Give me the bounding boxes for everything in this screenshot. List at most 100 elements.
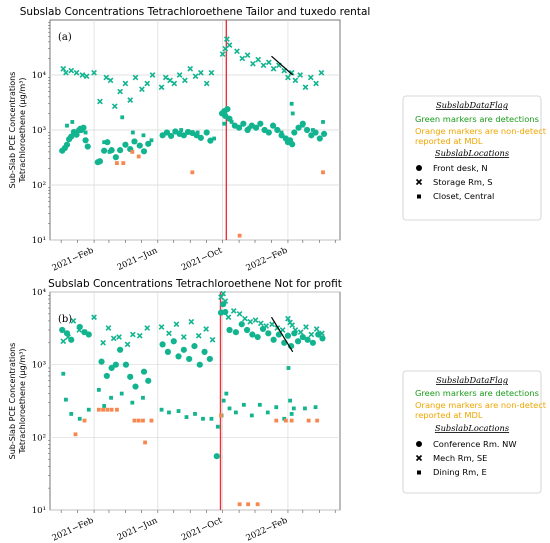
data-point [270,336,277,343]
data-point [59,326,66,334]
data-point [265,410,270,415]
data-point [179,128,184,132]
data-point [229,120,234,124]
data-point [145,140,152,147]
chart-a-panel-label: (a) [58,32,72,43]
data-point [141,133,146,138]
data-point [132,418,137,423]
data-point [279,130,284,135]
data-point [84,143,91,150]
data-point [224,391,229,396]
data-point [213,453,220,460]
legend-b-x-marker [415,454,423,462]
legend-a-detections: Green markers are detections [415,114,539,124]
data-point [140,148,148,155]
data-point [255,502,260,507]
chart-b-x-ticks: 2021−Feb 2021−Jun 2021−Oct 2022−Feb [51,510,336,543]
data-point [149,138,154,143]
data-point [136,332,143,339]
data-point [263,323,270,329]
data-point [249,413,254,418]
data-point [300,123,305,128]
data-point [227,406,232,411]
data-point [122,80,129,87]
data-point [285,315,291,322]
data-point [283,418,288,423]
data-point [116,334,122,340]
data-point [117,147,124,154]
data-point [122,361,130,368]
data-point [297,72,304,78]
data-point [136,154,141,159]
x-tick-label: 2021−Feb [51,245,96,273]
data-point [265,330,272,337]
data-point [289,412,294,416]
data-point [188,318,195,325]
data-point [61,371,66,376]
data-point [195,130,200,135]
data-point [257,120,264,127]
chart-a-ylabel-2: Tetrachloroethene (µg/m³) [18,77,27,183]
data-point [96,158,104,165]
chart-a-grid [50,20,340,241]
data-point [184,415,189,419]
legend-b-nondetect-2: reported at MDL [415,410,483,420]
data-point [319,335,326,342]
data-point [132,74,139,81]
data-point [206,355,213,363]
data-point [274,418,279,423]
data-point [91,314,97,321]
data-point [289,101,294,106]
data-point [235,124,243,131]
x-tick-label: 2022−Feb [245,245,290,273]
data-point [195,332,202,339]
legend-a-x-marker [415,178,423,186]
data-point [303,324,309,330]
data-point [274,126,281,134]
chart-b-ylabel-2: Tetrachloroethene (µg/m³) [18,348,27,454]
data-point [209,336,216,343]
data-point [297,329,304,336]
data-point [286,366,291,370]
data-point [288,398,292,403]
chart-b-panel-label: (b) [58,314,72,325]
data-point [65,123,69,128]
data-point [115,407,119,412]
trend-line [270,316,294,353]
chart-a-trend [271,55,294,76]
data-point [115,161,119,166]
data-point [289,418,294,423]
data-point [238,321,245,328]
data-point [242,315,248,322]
legend-a: SubslabDataFlag Green markers are detect… [402,95,547,221]
chart-b-title: Subslab Concentrations Tetrachloroethene… [48,278,342,290]
data-point [221,398,226,403]
data-point [162,74,169,81]
data-point [73,432,78,437]
data-point [201,348,208,355]
data-point [230,308,237,314]
data-point [76,327,83,333]
data-point [164,348,172,355]
data-point [302,84,309,91]
data-point [186,355,193,363]
data-point [170,338,177,345]
data-point [91,69,97,76]
data-point [203,326,210,332]
data-point [303,126,311,134]
legend-a-loc-1: Front desk, N [433,163,488,173]
data-point [124,341,131,348]
data-point [255,56,262,63]
data-point [197,69,204,76]
data-point [166,130,170,135]
chart-a-points [59,36,328,238]
legend-a-frame [402,95,542,221]
data-point [263,128,268,132]
data-point [101,407,106,412]
data-point [130,130,135,135]
data-point [182,77,188,84]
data-point [250,60,256,67]
data-point [316,135,323,142]
legend-b-loc-1: Conference Rm. NW [433,439,517,449]
